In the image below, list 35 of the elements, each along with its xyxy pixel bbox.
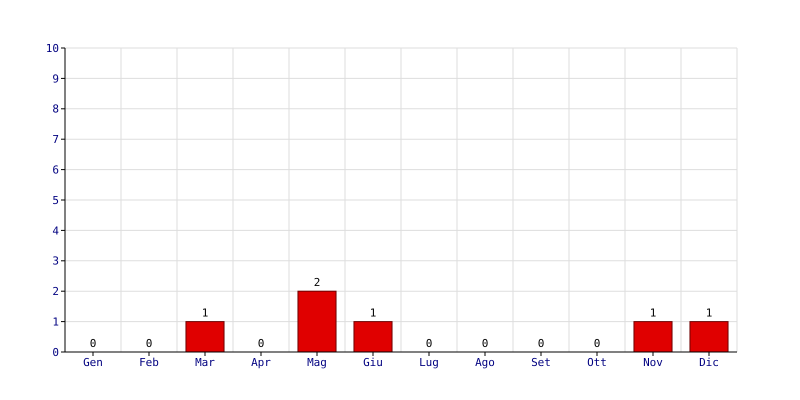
data-label: 0 — [594, 337, 600, 350]
data-label: 1 — [706, 306, 712, 320]
data-label: 0 — [538, 337, 544, 350]
y-tick-label: 5 — [52, 194, 59, 207]
data-label: 1 — [650, 306, 656, 320]
x-tick-label: Nov — [643, 356, 664, 369]
y-tick-label: 1 — [52, 315, 59, 328]
y-tick-label: 0 — [52, 346, 59, 359]
x-tick-label: Apr — [251, 356, 272, 369]
x-tick-label: Set — [531, 356, 551, 369]
x-tick-label: Feb — [139, 356, 159, 369]
y-tick-label: 7 — [52, 133, 59, 146]
x-tick-label: Mag — [307, 356, 327, 369]
x-tick-label: Ago — [475, 356, 495, 369]
data-label: 0 — [258, 337, 264, 350]
data-label: 0 — [482, 337, 488, 350]
data-label: 0 — [146, 337, 152, 350]
data-label: 1 — [202, 306, 208, 320]
data-label: 0 — [426, 337, 432, 350]
data-label: 1 — [370, 306, 376, 320]
x-tick-label: Mar — [195, 356, 216, 369]
y-tick-label: 2 — [52, 285, 59, 298]
x-tick-label: Gen — [83, 356, 103, 369]
x-tick-label: Ott — [587, 356, 607, 369]
y-tick-label: 9 — [52, 72, 59, 86]
x-tick-label: Giu — [363, 356, 383, 369]
data-label: 2 — [314, 276, 320, 290]
y-tick-label: 10 — [46, 42, 59, 55]
x-tick-label: Dic — [699, 356, 719, 369]
y-tick-label: 3 — [52, 254, 59, 268]
y-tick-label: 8 — [52, 102, 59, 116]
y-tick-label: 6 — [52, 163, 59, 176]
data-label: 0 — [90, 337, 96, 350]
y-tick-label: 4 — [52, 224, 60, 238]
x-tick-label: Lug — [419, 356, 439, 369]
